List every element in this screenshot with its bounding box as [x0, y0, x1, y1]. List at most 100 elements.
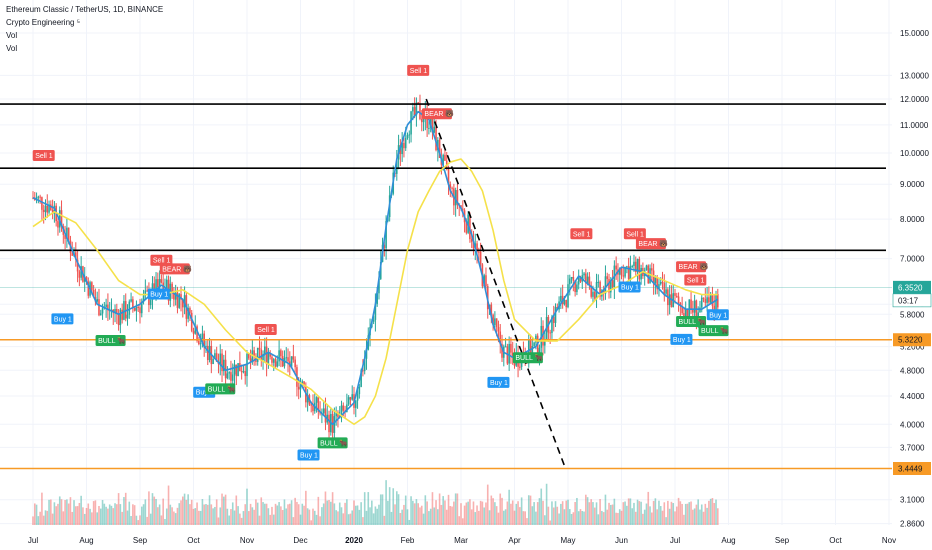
volume-bar [624, 501, 626, 525]
candle-body [668, 294, 671, 306]
candle-body [140, 301, 143, 314]
price-tick-label: 12.0000 [900, 95, 929, 104]
candle-body [510, 344, 512, 353]
volume-bar [490, 495, 493, 525]
volume-bar [210, 504, 213, 525]
countdown-tag [892, 293, 932, 308]
signal-buy[interactable]: Buy 1 [297, 449, 320, 461]
signal-bull[interactable]: BULL 🐂 [95, 334, 127, 346]
candle-body [485, 275, 487, 286]
volume-bars [32, 480, 719, 525]
signal-sell[interactable]: BEAR 🐻 [676, 261, 709, 273]
volume-bar [688, 502, 691, 525]
volume-bar [333, 503, 336, 525]
volume-bar [404, 495, 407, 525]
trendline-dashed [425, 98, 567, 469]
volume-bar [504, 509, 507, 525]
candle-body [470, 239, 473, 242]
signal-sell[interactable]: Sell 1 [570, 228, 593, 240]
signal-bull[interactable]: BULL 🐂 [676, 316, 707, 328]
volume-bar [447, 494, 450, 525]
volume-bar [244, 504, 247, 525]
candle-body [274, 359, 277, 367]
price-axis[interactable]: 15.0000 13.0000 12.0000 11.0000 10.0000 9.000… [892, 29, 932, 529]
volume-bar [428, 511, 430, 525]
volume-bar [321, 507, 323, 525]
volume-bar [581, 511, 584, 525]
volume-bar [668, 508, 671, 525]
price-tick-label: 2.8600 [900, 520, 925, 529]
volume-bar [110, 505, 113, 525]
signal-label: Sell 1 [573, 231, 591, 238]
volume-bar [39, 511, 41, 525]
signal-sell[interactable]: Sell 1 [623, 228, 646, 240]
volume-bar [189, 504, 191, 525]
candle-body [194, 326, 197, 334]
candle-body [262, 353, 264, 360]
signal-bull[interactable]: BULL 🐂 [698, 325, 730, 337]
candle-body [626, 266, 628, 268]
volume-bar [219, 507, 222, 525]
volume-bar [444, 500, 446, 525]
candle-body [346, 404, 348, 413]
signal-sell[interactable]: Sell 1 [32, 150, 55, 162]
candle-body [568, 278, 571, 285]
volume-bar [693, 508, 696, 525]
countdown-text: 03:17 [898, 296, 919, 305]
signal-label: Sell 1 [626, 231, 644, 238]
signal-buy[interactable]: Buy 1 [618, 281, 641, 293]
signal-buy[interactable]: Buy 1 [487, 376, 510, 388]
candle-body [347, 397, 350, 405]
signal-buy[interactable]: Buy 1 [706, 309, 729, 321]
volume-bar [422, 513, 425, 525]
signal-sell[interactable]: BEAR 🐻 [421, 108, 455, 120]
volume-bar [116, 504, 118, 525]
signal-buy[interactable]: Buy 1 [670, 333, 693, 345]
volume-bar [171, 507, 173, 525]
volume-bar [568, 509, 571, 525]
candle-body [360, 370, 362, 387]
candle-body [174, 292, 177, 300]
signal-label: Buy 1 [490, 380, 508, 387]
signal-sell[interactable]: Sell 1 [407, 64, 430, 76]
volume-bar [224, 494, 227, 525]
candle-body [385, 221, 387, 249]
time-axis[interactable]: Jul Aug Sep Oct Nov Dec 2020 Feb Mar Apr May Jun Jul… [28, 536, 896, 545]
signal-sell[interactable]: Sell 1 [150, 254, 173, 266]
volume-bar [674, 511, 676, 525]
volume-bar [33, 503, 36, 525]
signal-bull[interactable]: BULL 🐂 [205, 383, 236, 395]
signal-bull[interactable]: BULL 🐂 [512, 352, 544, 364]
signal-badge [95, 334, 126, 346]
signal-sell[interactable]: BEAR 🐻 [635, 238, 669, 250]
candle-body [531, 346, 534, 356]
signal-buy[interactable]: Buy 1 [51, 313, 74, 325]
signal-bull[interactable]: BULL 🐂 [317, 437, 349, 449]
volume-bar [563, 509, 566, 525]
signal-badge [698, 325, 729, 337]
candle-body [663, 283, 666, 294]
legend-indicator-2: Vol [6, 31, 17, 40]
volume-bar [176, 507, 179, 525]
volume-bar [529, 495, 532, 525]
volume-bar [313, 510, 316, 525]
volume-bar [526, 518, 528, 525]
candle-body [479, 251, 482, 265]
price-tick-label: 4.8000 [900, 366, 925, 375]
signal-badge [684, 274, 707, 286]
candle-body [627, 266, 630, 280]
volume-bar [58, 496, 61, 525]
candle-body [376, 293, 378, 304]
candle-body [228, 372, 230, 374]
signal-sell[interactable]: Sell 1 [684, 274, 707, 286]
candle-body [372, 319, 375, 322]
volume-bar [297, 504, 300, 525]
signal-sell[interactable]: Sell 1 [254, 324, 277, 336]
volume-bar [265, 503, 268, 525]
signal-buy[interactable]: Buy 1 [147, 288, 170, 300]
signal-sell[interactable]: BEAR 🐻 [159, 263, 193, 275]
moving-averages [32, 110, 719, 426]
signal-badge [254, 324, 277, 336]
